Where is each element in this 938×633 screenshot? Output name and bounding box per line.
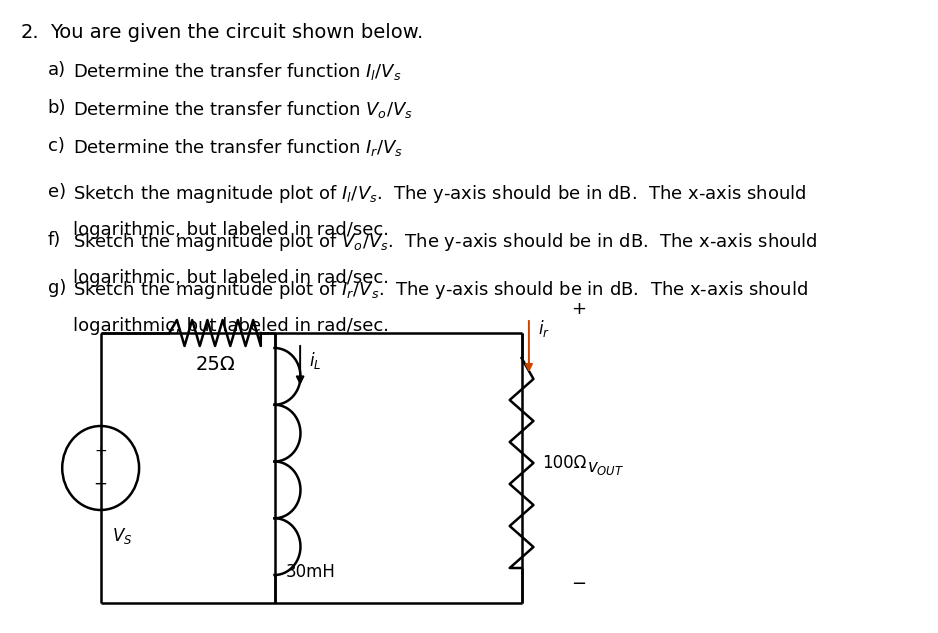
Text: 30mH: 30mH (285, 563, 336, 581)
Text: logarithmic, but labeled in rad/sec.: logarithmic, but labeled in rad/sec. (73, 221, 389, 239)
Text: $i_L$: $i_L$ (310, 350, 322, 371)
Text: a): a) (48, 61, 66, 79)
Text: −: − (94, 475, 108, 493)
Text: logarithmic, but labeled in rad/sec.: logarithmic, but labeled in rad/sec. (73, 317, 389, 335)
Text: c): c) (48, 137, 65, 155)
Text: Sketch the magnitude plot of $V_o/V_s$.  The y-axis should be in dB.  The x-axis: Sketch the magnitude plot of $V_o/V_s$. … (73, 231, 818, 253)
Text: −: − (570, 575, 586, 593)
Text: 2.: 2. (20, 23, 38, 42)
Text: Sketch the magnitude plot of $I_r/V_s$.  The y-axis should be in dB.  The x-axis: Sketch the magnitude plot of $I_r/V_s$. … (73, 279, 809, 301)
Text: f): f) (48, 231, 61, 249)
Text: g): g) (48, 279, 66, 297)
Text: e): e) (48, 183, 66, 201)
Text: You are given the circuit shown below.: You are given the circuit shown below. (51, 23, 424, 42)
Text: +: + (95, 444, 107, 460)
Text: $i_r$: $i_r$ (538, 318, 550, 339)
Text: logarithmic, but labeled in rad/sec.: logarithmic, but labeled in rad/sec. (73, 269, 389, 287)
Text: b): b) (48, 99, 66, 117)
Text: 25Ω: 25Ω (195, 355, 234, 374)
Text: Determine the transfer function $I_r/V_s$: Determine the transfer function $I_r/V_s… (73, 137, 403, 158)
Text: Determine the transfer function $I_l/V_s$: Determine the transfer function $I_l/V_s… (73, 61, 401, 82)
Text: 100Ω: 100Ω (542, 454, 586, 472)
Text: $v_{OUT}$: $v_{OUT}$ (587, 459, 625, 477)
Text: Sketch the magnitude plot of $I_l/V_s$.  The y-axis should be in dB.  The x-axis: Sketch the magnitude plot of $I_l/V_s$. … (73, 183, 807, 205)
Text: +: + (571, 300, 586, 318)
Text: Determine the transfer function $V_o/V_s$: Determine the transfer function $V_o/V_s… (73, 99, 413, 120)
Text: $V_S$: $V_S$ (112, 526, 132, 546)
